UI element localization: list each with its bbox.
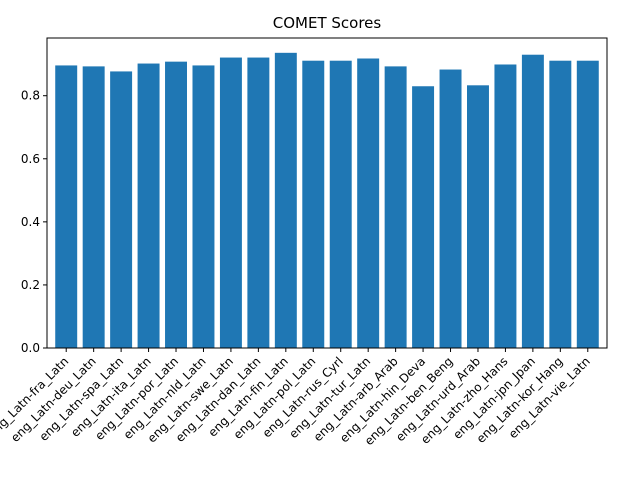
bar	[329, 60, 352, 349]
bar	[549, 60, 572, 349]
plot-frame	[46, 37, 608, 349]
bars-group	[55, 52, 599, 349]
bar	[576, 60, 599, 349]
x-axis: eng_Latn-fra_Latneng_Latn-deu_Latneng_La…	[0, 348, 593, 448]
bar	[494, 64, 517, 349]
y-tick-label: 0.8	[21, 89, 40, 103]
bar	[137, 63, 160, 348]
bar	[247, 57, 270, 348]
chart-title: COMET Scores	[273, 14, 382, 32]
bar	[219, 57, 242, 348]
y-axis: 0.0 0.2 0.4 0.6 0.8	[21, 89, 47, 355]
bar	[384, 66, 407, 348]
y-tick-label: 0.6	[21, 152, 40, 166]
bar	[192, 65, 215, 349]
bar	[412, 86, 435, 349]
y-tick-label: 0.2	[21, 278, 40, 292]
bar	[439, 69, 462, 348]
bar	[274, 52, 297, 349]
y-tick-label: 0.4	[21, 215, 40, 229]
bar	[110, 71, 133, 348]
y-tick-label: 0.0	[21, 341, 40, 355]
bar	[82, 66, 105, 348]
bar	[55, 65, 78, 349]
bar	[521, 54, 544, 348]
bar	[357, 58, 380, 348]
bar	[467, 85, 489, 348]
bar	[302, 60, 325, 349]
bar	[165, 61, 187, 348]
